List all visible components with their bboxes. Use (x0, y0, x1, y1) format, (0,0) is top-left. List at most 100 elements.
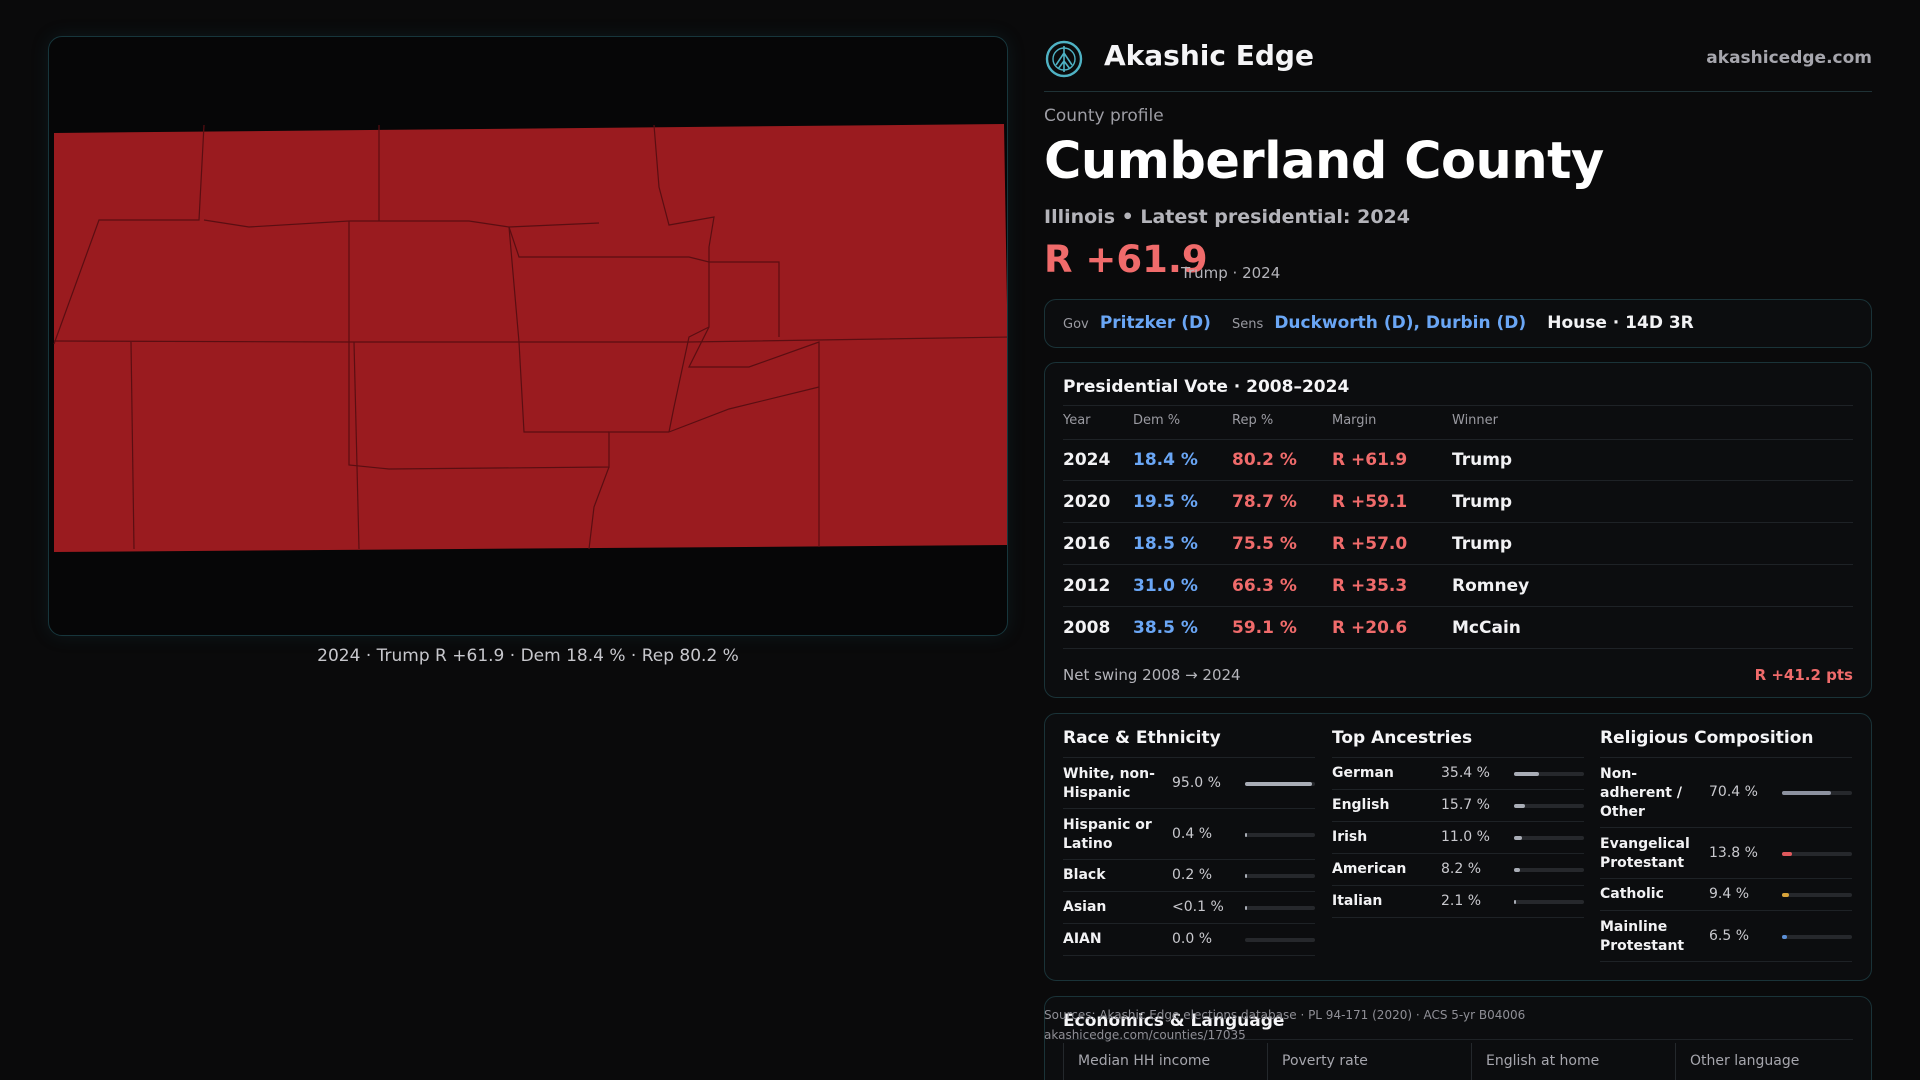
share-bar-fill (1782, 791, 1832, 795)
list-item: White, non-Hispanic 95.0 % (1063, 758, 1315, 809)
votes-title: Presidential Vote · 2008–2024 (1063, 377, 1350, 397)
list-item-value: 0.0 % (1172, 931, 1213, 947)
cell-year: 2016 (1063, 534, 1111, 554)
county-shape[interactable] (54, 124, 1008, 552)
table-row[interactable]: 2012 31.0 % 66.3 % R +35.3 Romney (1063, 566, 1853, 607)
cell-margin: R +35.3 (1332, 576, 1408, 596)
divider (1063, 439, 1853, 440)
cell-winner: Trump (1452, 450, 1513, 470)
race-ethnicity-column: Race & Ethnicity White, non-Hispanic 95.0… (1063, 728, 1315, 956)
list-item-value: 13.8 % (1709, 844, 1758, 861)
cell-rep: 66.3 % (1232, 576, 1297, 596)
col-year: Year (1063, 413, 1091, 428)
ancestry-column: Top Ancestries German 35.4 % English 15.7 %… (1332, 728, 1584, 918)
share-bar-fill (1782, 934, 1787, 939)
list-item: English 15.7 % (1332, 790, 1584, 822)
share-bar-fill (1514, 900, 1517, 904)
share-bar-fill (1514, 868, 1520, 872)
brand-name[interactable]: Akashic Edge (1104, 39, 1314, 72)
table-row[interactable]: 2016 18.5 % 75.5 % R +57.0 Trump (1063, 524, 1853, 565)
share-bar (1782, 791, 1852, 795)
sens-label: Sens (1231, 317, 1264, 332)
profile-kicker: County profile (1044, 106, 1164, 126)
share-bar-fill (1514, 804, 1525, 808)
house-value: House · 14D 3R (1547, 313, 1694, 333)
profile-subtitle: Illinois • Latest presidential: 2024 (1044, 206, 1411, 228)
cell-margin: R +57.0 (1332, 534, 1408, 554)
race-ethnicity-title: Race & Ethnicity (1063, 728, 1315, 758)
share-bar (1514, 900, 1584, 904)
ancestry-title: Top Ancestries (1332, 728, 1584, 758)
list-item: Non-adherent / Other 70.4 % (1600, 758, 1852, 828)
cell-dem: 31.0 % (1133, 576, 1198, 596)
cell-year: 2008 (1063, 618, 1111, 638)
share-bar-fill (1245, 906, 1248, 910)
list-item: Italian 2.1 % (1332, 886, 1584, 918)
headline-margin-detail: Trump · 2024 (1181, 264, 1281, 282)
median-income-cell: Median HH income (1063, 1043, 1267, 1080)
col-winner: Winner (1452, 413, 1499, 428)
table-row[interactable]: 2024 18.4 % 80.2 % R +61.9 Trump (1063, 440, 1853, 481)
list-item-label: American (1332, 861, 1407, 877)
county-map-panel[interactable] (48, 36, 1008, 636)
cell-dem: 19.5 % (1133, 492, 1198, 512)
other-language-cell: Other language (1675, 1043, 1855, 1080)
cell-margin: R +20.6 (1332, 618, 1408, 638)
share-bar-fill (1782, 893, 1789, 897)
share-bar-fill (1514, 836, 1522, 840)
cell-winner: Trump (1452, 492, 1513, 512)
cell-year: 2020 (1063, 492, 1111, 512)
list-item-label: Irish (1332, 829, 1368, 845)
share-bar (1245, 781, 1315, 786)
list-item-value: 8.2 % (1441, 861, 1482, 877)
list-item-value: <0.1 % (1172, 899, 1224, 915)
cell-dem: 38.5 % (1133, 618, 1198, 638)
cell-dem: 18.4 % (1133, 450, 1198, 470)
list-item-value: 35.4 % (1441, 765, 1490, 781)
col-margin: Margin (1332, 413, 1377, 428)
list-item: German 35.4 % (1332, 758, 1584, 790)
sources-url[interactable]: akashicedge.com/counties/17035 (1044, 1028, 1246, 1042)
list-item: Evangelical Protestant 13.8 % (1600, 828, 1852, 879)
share-bar-fill (1245, 832, 1248, 837)
profile-column: Akashic Edge akashicedge.com County prof… (1044, 0, 1872, 1080)
cell-rep: 59.1 % (1232, 618, 1297, 638)
site-url[interactable]: akashicedge.com (1706, 48, 1872, 68)
col-rep: Rep % (1232, 413, 1274, 428)
share-bar-fill (1782, 851, 1792, 856)
cell-rep: 78.7 % (1232, 492, 1297, 512)
cell-winner: Trump (1452, 534, 1513, 554)
list-item-label: Italian (1332, 893, 1383, 909)
county-map[interactable] (49, 37, 1008, 636)
table-row[interactable]: 2008 38.5 % 59.1 % R +20.6 McCain (1063, 608, 1853, 649)
share-bar (1514, 772, 1584, 776)
list-item-label: Non-adherent / Other (1600, 766, 1682, 820)
list-item: American 8.2 % (1332, 854, 1584, 886)
list-item-label: English (1332, 797, 1390, 813)
share-bar-fill (1514, 772, 1539, 776)
list-item-value: 2.1 % (1441, 893, 1482, 909)
net-swing-value: R +41.2 pts (1754, 666, 1853, 684)
cell-rep: 80.2 % (1232, 450, 1297, 470)
headline-margin: R +61.9 (1044, 238, 1208, 281)
cell-winner: McCain (1452, 618, 1521, 638)
share-bar (1782, 893, 1852, 897)
net-swing-label: Net swing 2008 → 2024 (1063, 666, 1241, 684)
divider (1063, 405, 1853, 406)
cell-year: 2012 (1063, 576, 1111, 596)
share-bar (1782, 934, 1852, 939)
list-item-label: Black (1063, 867, 1106, 883)
township-boundaries (53, 124, 1007, 550)
cell-year: 2024 (1063, 450, 1111, 470)
list-item-value: 9.4 % (1709, 886, 1750, 902)
col-dem: Dem % (1133, 413, 1181, 428)
list-item: Catholic 9.4 % (1600, 879, 1852, 911)
share-bar-fill (1245, 781, 1312, 786)
table-row[interactable]: 2020 19.5 % 78.7 % R +59.1 Trump (1063, 482, 1853, 523)
tree-globe-icon[interactable] (1044, 39, 1084, 79)
share-bar (1245, 938, 1315, 942)
cell-winner: Romney (1452, 576, 1530, 596)
list-item: Hispanic or Latino 0.4 % (1063, 809, 1315, 860)
list-item: Mainline Protestant 6.5 % (1600, 911, 1852, 962)
demographics-card: Race & Ethnicity White, non-Hispanic 95.0… (1044, 713, 1872, 981)
